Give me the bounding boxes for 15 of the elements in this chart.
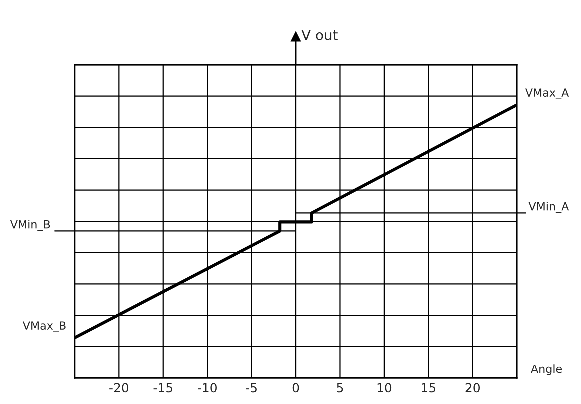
x-tick-label: 0 [292, 383, 300, 393]
x-tick-label: -20 [110, 383, 129, 393]
x-tick-label: 15 [422, 383, 436, 393]
x-tick-label: 10 [378, 383, 392, 393]
ref-line-label: VMin_A [528, 202, 570, 214]
x-tick-label: 20 [466, 383, 480, 393]
ref-line-label: VMin_B [10, 220, 50, 232]
x-tick-label: -5 [246, 383, 257, 393]
x-tick-label: -15 [154, 383, 172, 393]
x-tick-label: 5 [337, 383, 344, 393]
x-axis-title: Angle [531, 364, 562, 376]
y-axis-title: V out [302, 30, 338, 40]
x-tick-label: -10 [198, 383, 217, 393]
annotation: VMax_A [526, 88, 570, 100]
annotation: VMax_B [22, 322, 66, 332]
